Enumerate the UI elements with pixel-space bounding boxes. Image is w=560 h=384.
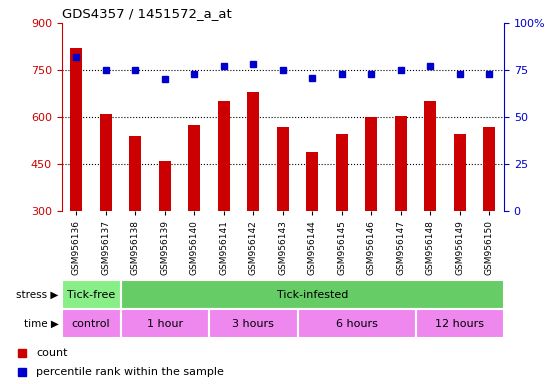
Text: 1 hour: 1 hour: [147, 318, 183, 329]
Bar: [188, 125, 200, 211]
Bar: [71, 48, 82, 211]
Text: 6 hours: 6 hours: [335, 318, 377, 329]
Text: percentile rank within the sample: percentile rank within the sample: [36, 367, 224, 377]
Bar: [62, 280, 120, 309]
Bar: [120, 280, 504, 309]
Text: Tick-infested: Tick-infested: [277, 290, 348, 300]
Text: 3 hours: 3 hours: [232, 318, 274, 329]
Text: control: control: [72, 318, 110, 329]
Bar: [159, 161, 171, 211]
Bar: [365, 117, 377, 211]
Bar: [306, 152, 318, 211]
Text: Tick-free: Tick-free: [67, 290, 115, 300]
Bar: [129, 136, 141, 211]
Bar: [62, 309, 120, 338]
Text: 12 hours: 12 hours: [435, 318, 484, 329]
Text: stress ▶: stress ▶: [16, 290, 59, 300]
Bar: [416, 309, 504, 338]
Text: count: count: [36, 348, 68, 358]
Bar: [248, 92, 259, 211]
Text: time ▶: time ▶: [24, 318, 59, 329]
Bar: [483, 127, 495, 211]
Bar: [454, 134, 466, 211]
Bar: [395, 116, 407, 211]
Bar: [336, 134, 348, 211]
Text: GDS4357 / 1451572_a_at: GDS4357 / 1451572_a_at: [62, 7, 231, 20]
Bar: [209, 309, 297, 338]
Bar: [120, 309, 209, 338]
Bar: [424, 101, 436, 211]
Bar: [277, 127, 289, 211]
Bar: [297, 309, 416, 338]
Bar: [218, 101, 230, 211]
Bar: [100, 114, 112, 211]
